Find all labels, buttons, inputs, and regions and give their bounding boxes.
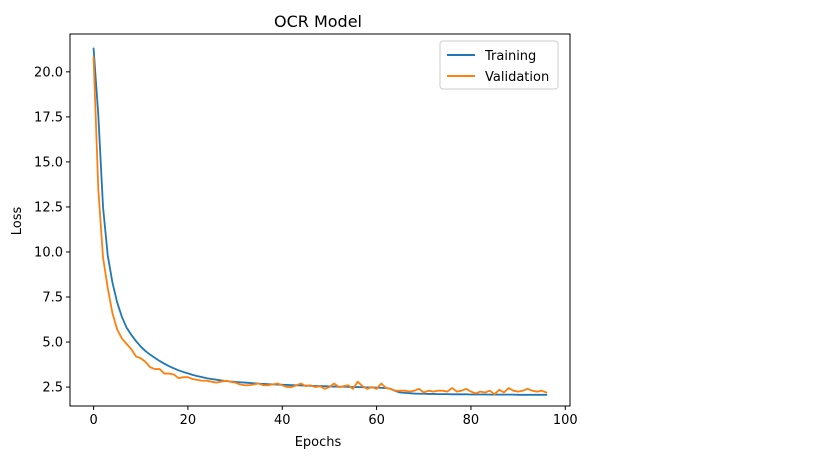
y-axis: 2.5 5.0 7.5 10.0 12.5 15.0 17.5 20.0 (34, 65, 70, 396)
chart-title: OCR Model (274, 12, 362, 31)
x-axis: 0 20 40 60 80 100 (89, 406, 578, 428)
plot-lines (92, 47, 548, 396)
series-line-training (92, 47, 548, 396)
x-tick-label: 40 (274, 413, 291, 428)
x-tick-label: 60 (368, 413, 385, 428)
plot-frame (69, 33, 571, 407)
y-axis-label: Loss (10, 207, 25, 236)
y-tick-label: 17.5 (34, 110, 63, 125)
x-tick-label: 0 (89, 413, 97, 428)
y-tick-label: 5.0 (42, 336, 63, 351)
y-tick-label: 20.0 (34, 65, 63, 80)
x-tick-label: 80 (463, 413, 480, 428)
y-tick-label: 12.5 (34, 200, 63, 215)
x-axis-label: Epochs (295, 435, 342, 450)
series-line-validation (92, 56, 548, 396)
y-tick-label: 7.5 (42, 291, 63, 306)
legend: Training Validation (439, 40, 559, 90)
legend-training-label: Training (484, 49, 536, 64)
y-tick-label: 10.0 (34, 245, 63, 260)
y-tick-label: 15.0 (34, 155, 63, 170)
legend-validation-label: Validation (485, 70, 549, 85)
x-tick-label: 20 (180, 413, 197, 428)
y-tick-label: 2.5 (42, 381, 63, 396)
x-tick-label: 100 (553, 413, 578, 428)
